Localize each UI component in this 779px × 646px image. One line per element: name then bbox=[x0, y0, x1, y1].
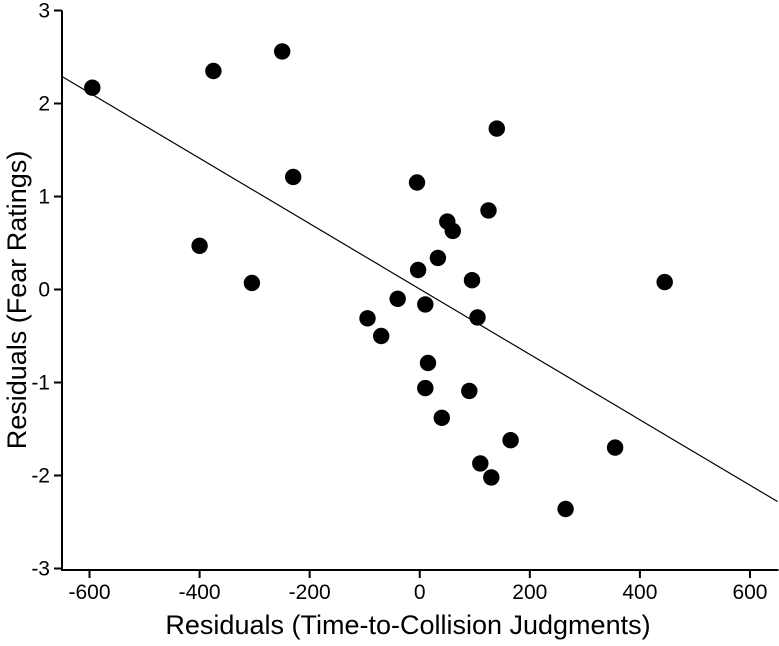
y-tick-label: -1 bbox=[31, 372, 50, 395]
data-point bbox=[429, 249, 447, 267]
data-point bbox=[472, 455, 489, 472]
data-point bbox=[480, 202, 497, 219]
data-point bbox=[444, 222, 461, 240]
data-points-group bbox=[84, 43, 673, 518]
x-tick-label: 600 bbox=[732, 581, 767, 604]
x-tick-label: -400 bbox=[179, 581, 221, 604]
data-point bbox=[502, 432, 519, 449]
data-point bbox=[417, 379, 434, 397]
data-point bbox=[84, 79, 101, 96]
x-tick-label: 200 bbox=[512, 581, 547, 604]
y-tick-label: -2 bbox=[31, 465, 50, 488]
y-tick-label: 1 bbox=[38, 186, 50, 209]
x-tick-label: -600 bbox=[69, 581, 111, 604]
data-point bbox=[274, 43, 291, 60]
data-point bbox=[469, 309, 486, 326]
y-tick-label: 0 bbox=[38, 279, 50, 302]
data-point bbox=[389, 290, 406, 307]
y-tick-label: -3 bbox=[31, 558, 50, 581]
data-point bbox=[557, 500, 574, 518]
data-point bbox=[373, 327, 390, 345]
x-tick-label: 0 bbox=[414, 581, 426, 604]
data-point bbox=[656, 273, 673, 291]
data-point bbox=[606, 439, 624, 456]
axes-group bbox=[54, 9, 779, 578]
data-point bbox=[359, 310, 376, 327]
data-point bbox=[488, 120, 505, 137]
data-point bbox=[433, 409, 450, 426]
data-point bbox=[483, 469, 500, 486]
x-tick-label: 400 bbox=[622, 581, 657, 604]
data-point bbox=[417, 296, 434, 313]
tick-labels-group: -600 -400 -200 0 200 400 600 -3 -2 -1 0 1 2 3 bbox=[31, 0, 767, 604]
data-point bbox=[191, 237, 208, 254]
data-point bbox=[243, 274, 261, 292]
data-point bbox=[408, 174, 426, 191]
y-tick-label: 2 bbox=[38, 93, 50, 116]
data-point bbox=[461, 382, 478, 400]
x-axis-title: Residuals (Time-to-Collision Judgments) bbox=[165, 610, 650, 640]
data-point bbox=[419, 354, 437, 372]
y-axis-title: Residuals (Fear Ratings) bbox=[2, 151, 32, 450]
data-point bbox=[285, 168, 302, 186]
data-point bbox=[205, 62, 222, 80]
regression-line bbox=[61, 76, 778, 503]
data-point bbox=[409, 261, 427, 279]
x-tick-label: -200 bbox=[289, 581, 331, 604]
y-tick-label: 3 bbox=[38, 0, 50, 23]
data-point bbox=[463, 272, 481, 289]
